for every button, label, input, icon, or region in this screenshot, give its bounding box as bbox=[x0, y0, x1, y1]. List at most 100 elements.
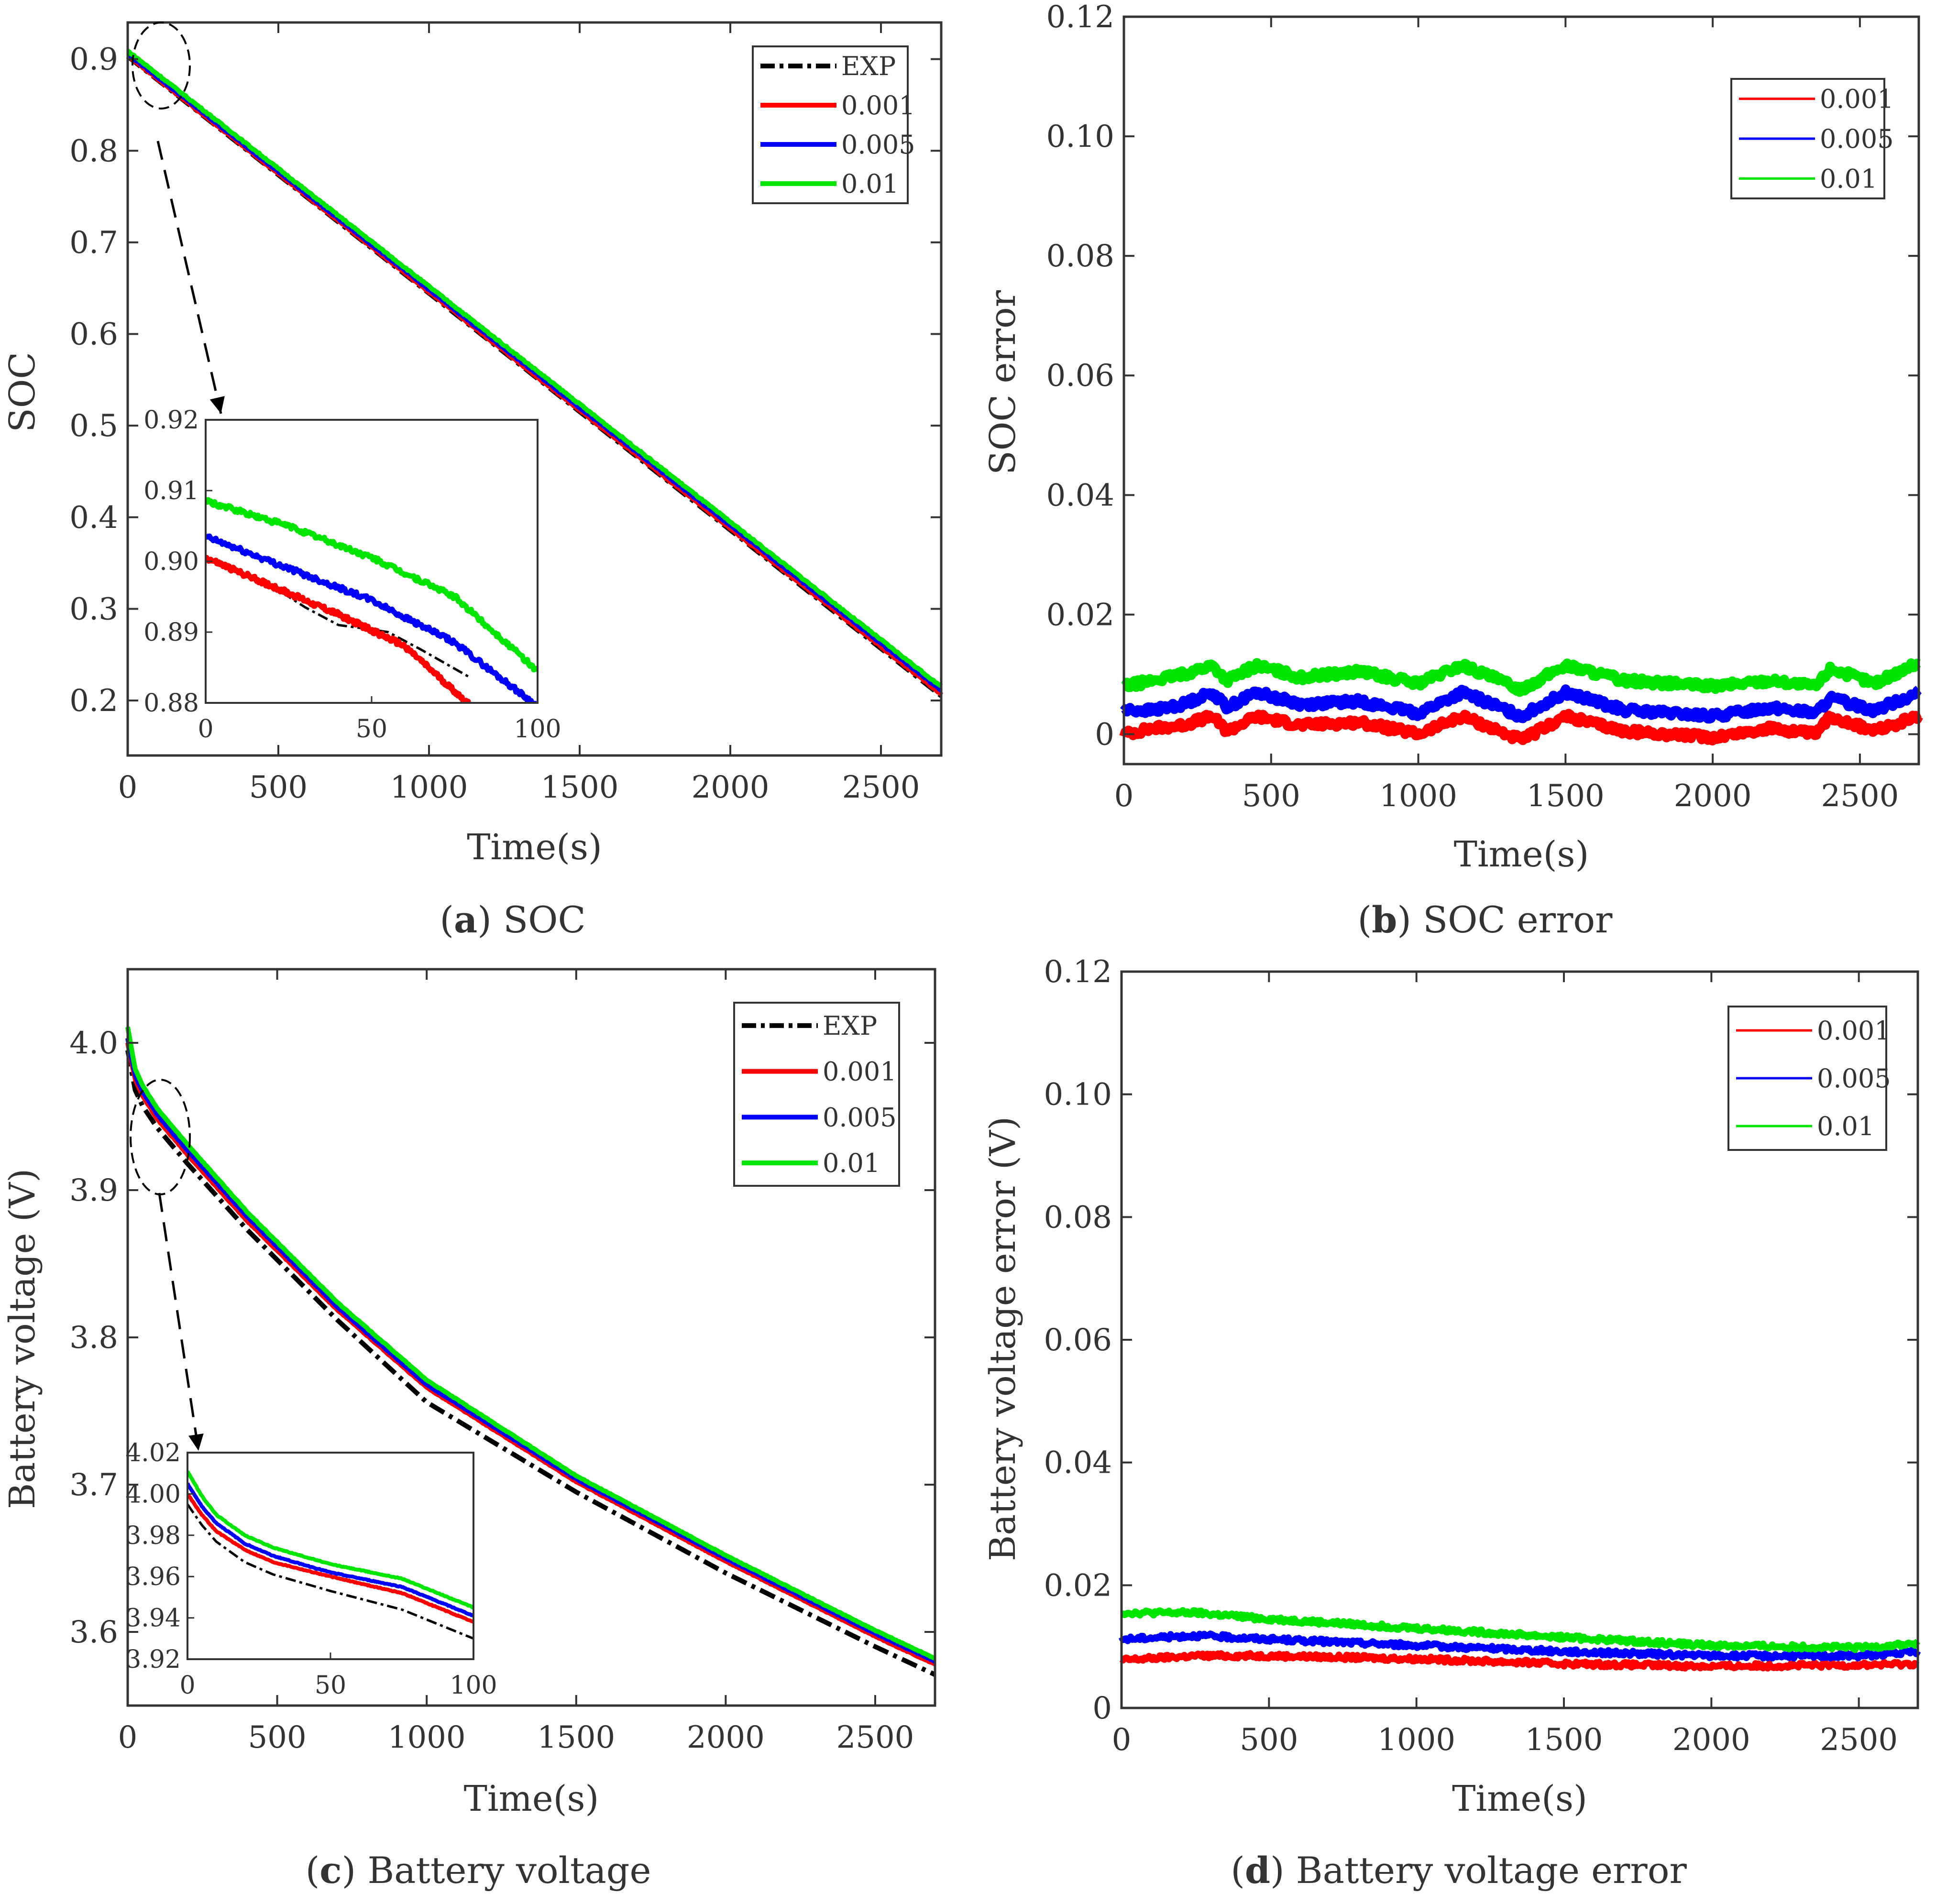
series-0005-line bbox=[125, 1038, 936, 1664]
legend: EXP 0.001 0.005 0.01 bbox=[752, 45, 915, 204]
x-tick-label: 2000 bbox=[1674, 778, 1752, 814]
plot-frame bbox=[126, 21, 943, 757]
y-tick-label: 3.9 bbox=[69, 1173, 118, 1208]
x-tick-label: 500 bbox=[1240, 1722, 1298, 1758]
inset-y-tick-label: 0.92 bbox=[143, 406, 199, 435]
y-tick-label: 0 bbox=[1095, 717, 1114, 752]
legend-label-001: 0.01 bbox=[1817, 1111, 1874, 1141]
caption-c-text: Battery voltage bbox=[356, 1849, 651, 1892]
x-axis-label: Time(s) bbox=[467, 827, 602, 868]
x-tick-label: 2500 bbox=[1820, 1722, 1898, 1758]
y-tick-label: 3.8 bbox=[69, 1320, 118, 1356]
inset-x-tick-label: 100 bbox=[450, 1671, 497, 1700]
legend-label-exp: EXP bbox=[823, 1011, 877, 1041]
x-tick-label: 500 bbox=[249, 770, 308, 805]
x-tick-label: 1000 bbox=[1377, 1722, 1455, 1758]
x-tick-label: 0 bbox=[118, 770, 138, 805]
legend-label-0001: 0.001 bbox=[841, 90, 915, 120]
series-001-line bbox=[126, 49, 943, 689]
x-tick-label: 2000 bbox=[687, 1720, 765, 1755]
y-axis-label: Battery voltage error (V) bbox=[982, 1116, 1023, 1561]
inset-x-tick-label: 0 bbox=[198, 715, 213, 744]
y-tick-label: 0.12 bbox=[1046, 0, 1115, 35]
panel-d-battery-voltage-error: 0 500 1000 1500 2000 2500 0 0.02 0.04 0.06 0.08 0.1… bbox=[982, 954, 1921, 1819]
caption-c-letter: c bbox=[319, 1849, 341, 1892]
caption-d-text: Battery voltage error bbox=[1285, 1849, 1687, 1892]
inset-y-tick-label: 4.00 bbox=[125, 1480, 181, 1509]
x-tick-label: 500 bbox=[248, 1720, 307, 1755]
inset-y-tick-label: 0.88 bbox=[143, 689, 199, 718]
inset-x-tick-label: 50 bbox=[356, 715, 387, 744]
inset-series-exp-line bbox=[187, 1503, 473, 1640]
x-tick-label: 1500 bbox=[537, 1720, 615, 1755]
panel-c-zoom-arrow-head bbox=[188, 1433, 204, 1451]
legend-box bbox=[752, 45, 909, 204]
inset-series-0001-line bbox=[206, 555, 472, 703]
x-tick-label: 1000 bbox=[1379, 778, 1457, 814]
inset-y-tick-label: 0.89 bbox=[143, 618, 199, 647]
caption-a-text: SOC bbox=[492, 898, 586, 941]
panel-a-zoom-arrow-head bbox=[209, 396, 225, 414]
legend-label-0005: 0.005 bbox=[1817, 1063, 1891, 1094]
x-tick-label: 2000 bbox=[692, 770, 770, 805]
x-tick-label: 2500 bbox=[836, 1720, 914, 1755]
x-tick-label: 1000 bbox=[390, 770, 468, 805]
y-tick-label: 0.4 bbox=[69, 500, 118, 536]
y-axis-label: SOC bbox=[2, 352, 43, 432]
legend-label-001: 0.01 bbox=[823, 1148, 880, 1178]
y-tick-label: 0.3 bbox=[69, 591, 118, 627]
caption-b-text: SOC error bbox=[1411, 898, 1613, 941]
inset-background bbox=[187, 1453, 473, 1659]
y-tick-label: 0.08 bbox=[1046, 239, 1115, 274]
legend-label-0005: 0.005 bbox=[841, 130, 915, 160]
inset-y-tick-label: 3.94 bbox=[125, 1604, 181, 1633]
legend: EXP 0.001 0.005 0.01 bbox=[733, 1002, 900, 1187]
caption-c: (c) Battery voltage bbox=[306, 1849, 651, 1892]
y-tick-label: 0.04 bbox=[1046, 478, 1115, 513]
y-tick-label: 0.2 bbox=[69, 683, 118, 719]
inset-y-tick-label: 4.02 bbox=[125, 1439, 181, 1467]
series-0001-line bbox=[1119, 709, 1923, 746]
inset-lines bbox=[206, 497, 538, 703]
y-tick-label: 4.0 bbox=[69, 1026, 118, 1061]
caption-d: (d) Battery voltage error bbox=[1231, 1849, 1687, 1892]
legend-label-0005: 0.005 bbox=[1820, 124, 1894, 154]
series-0001-line bbox=[125, 1042, 936, 1666]
panel-a-zoom-arrow-line bbox=[156, 141, 222, 414]
inset-x-tick-label: 100 bbox=[514, 715, 561, 744]
x-tick-label: 2500 bbox=[842, 770, 920, 805]
inset-zoom: 0 50 100 3.92 3.94 3.96 3.98 4.00 4.02 bbox=[125, 1439, 497, 1700]
legend-label-exp: EXP bbox=[841, 51, 896, 81]
legend-label-001: 0.01 bbox=[1820, 164, 1877, 194]
legend-label-001: 0.01 bbox=[841, 169, 899, 199]
x-tick-label: 500 bbox=[1242, 778, 1300, 814]
caption-b: (b) SOC error bbox=[1357, 898, 1613, 941]
series-001-line bbox=[1120, 1607, 1921, 1653]
panel-a-soc: 0 500 1000 1500 2000 25000.20.30.40.50.60.70.… bbox=[2, 21, 944, 868]
y-tick-label: 0.8 bbox=[69, 133, 118, 169]
y-tick-label: 0.10 bbox=[1044, 1077, 1112, 1113]
inset-y-tick-label: 0.91 bbox=[143, 477, 199, 505]
x-tick-label: 1000 bbox=[388, 1720, 466, 1755]
series-001-line bbox=[1121, 658, 1922, 697]
legend-label-0005: 0.005 bbox=[823, 1102, 897, 1132]
y-tick-label: 0.6 bbox=[69, 317, 118, 352]
y-tick-label: 0.02 bbox=[1044, 1568, 1112, 1603]
inset-series-001-line bbox=[187, 1470, 473, 1610]
inset-series-0005-line bbox=[187, 1482, 473, 1618]
y-tick-label: 0.10 bbox=[1046, 119, 1115, 154]
series-exp-line bbox=[125, 1050, 936, 1677]
inset-series-0001-line bbox=[187, 1493, 473, 1624]
inset-y-tick-label: 3.92 bbox=[125, 1645, 181, 1674]
inset-x-tick-label: 0 bbox=[179, 1671, 195, 1700]
y-tick-label: 0.5 bbox=[69, 408, 118, 444]
legend: 0.001 0.005 0.01 bbox=[1727, 1006, 1891, 1151]
x-tick-label: 2000 bbox=[1672, 1722, 1750, 1758]
inset-y-tick-label: 0.90 bbox=[143, 547, 199, 576]
x-tick-label: 0 bbox=[118, 1720, 138, 1755]
inset-zoom: 0 50 100 0.88 0.89 0.90 0.91 0.92 bbox=[143, 406, 561, 744]
y-tick-label: 3.6 bbox=[69, 1615, 118, 1650]
y-tick-label: 0.02 bbox=[1046, 597, 1115, 633]
y-tick-label: 0.04 bbox=[1044, 1445, 1112, 1481]
